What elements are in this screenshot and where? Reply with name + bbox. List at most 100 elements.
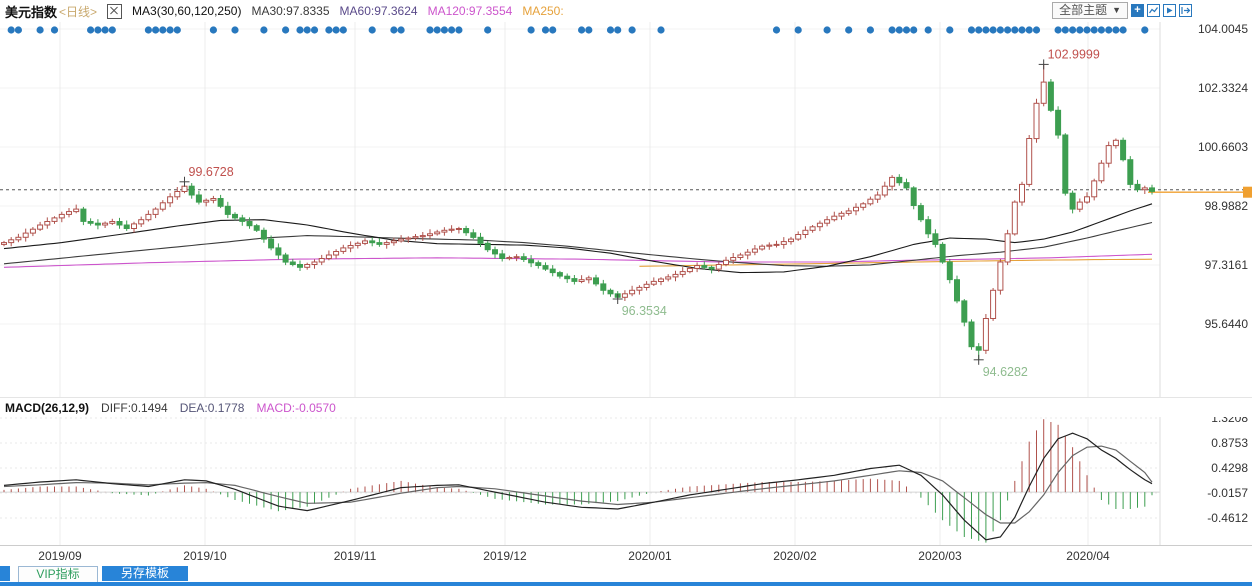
legend-bar: 美元指数 <日线> MA3(30,60,120,250) MA30:97.833… bbox=[0, 0, 1252, 22]
price-annotation: 94.6282 bbox=[983, 365, 1028, 379]
candle-body bbox=[123, 224, 130, 229]
candle-body bbox=[434, 231, 441, 235]
theme-dropdown-label: 全部主题 bbox=[1059, 3, 1108, 17]
candle-body bbox=[246, 221, 253, 227]
candle-body bbox=[853, 206, 859, 212]
candle-body bbox=[8, 239, 15, 244]
event-dot bbox=[1097, 26, 1105, 34]
candle-body bbox=[549, 268, 556, 274]
partial-tab[interactable] bbox=[0, 566, 10, 581]
event-dot bbox=[50, 26, 59, 34]
event-dot bbox=[585, 26, 593, 34]
candle-body bbox=[448, 228, 455, 231]
x-axis-label: 2019/12 bbox=[483, 549, 527, 563]
candle-body bbox=[1098, 162, 1105, 182]
event-dot bbox=[967, 26, 976, 34]
ma120-value: MA120:97.3554 bbox=[427, 4, 513, 18]
line-chart-icon[interactable] bbox=[1147, 4, 1160, 17]
candle-body bbox=[889, 176, 896, 187]
last-price-tag bbox=[1243, 186, 1252, 198]
candle-body bbox=[492, 249, 498, 255]
candle-body bbox=[333, 251, 340, 256]
candle-body bbox=[946, 261, 953, 281]
x-axis: 2019/09 2019/10 2019/11 2019/12 2020/01 2020/… bbox=[0, 545, 1252, 567]
candle-body bbox=[679, 271, 686, 275]
event-dot bbox=[144, 26, 152, 34]
candle-body bbox=[643, 283, 650, 288]
diff-line bbox=[3, 432, 1153, 541]
candle-body bbox=[1105, 145, 1112, 164]
event-dot bbox=[455, 26, 463, 34]
theme-dropdown[interactable]: 全部主题 ▼ bbox=[1052, 2, 1128, 19]
candle-body bbox=[463, 228, 470, 234]
ma60-value: MA60:97.3624 bbox=[339, 4, 418, 18]
play-icon[interactable] bbox=[1163, 4, 1176, 17]
event-dot bbox=[772, 26, 781, 34]
candle-body bbox=[961, 300, 968, 323]
candle-body bbox=[867, 198, 874, 205]
candle-body bbox=[715, 264, 722, 270]
candle-body bbox=[239, 217, 246, 222]
price-axis-label: 102.3324 bbox=[1198, 81, 1248, 95]
candle-body bbox=[520, 256, 527, 260]
ma-line-ma120 bbox=[3, 253, 1153, 268]
candle-body bbox=[109, 221, 116, 224]
candle-body bbox=[1, 242, 7, 245]
event-dot bbox=[1032, 26, 1041, 34]
event-dot bbox=[982, 26, 990, 34]
event-dot bbox=[823, 26, 831, 34]
candle-body bbox=[1026, 138, 1033, 185]
tab-bar-underline bbox=[0, 582, 1252, 586]
event-dot bbox=[1011, 26, 1019, 34]
toolbar: 全部主题 ▼ + bbox=[1052, 2, 1192, 19]
period-label[interactable]: <日线> bbox=[59, 4, 98, 19]
candle-body bbox=[87, 221, 94, 224]
price-axis-label: 98.9882 bbox=[1205, 199, 1249, 213]
event-dot bbox=[14, 26, 22, 34]
candle-body bbox=[289, 261, 296, 265]
candle-body bbox=[210, 198, 217, 201]
popout-icon[interactable] bbox=[1179, 4, 1192, 17]
candle-body bbox=[325, 254, 332, 259]
candle-body bbox=[275, 247, 282, 256]
event-dot bbox=[339, 26, 347, 34]
price-chart[interactable]: 99.6728 102.9999 96.3534 94.6282 104.0045 102… bbox=[0, 22, 1252, 397]
candle-body bbox=[672, 273, 679, 278]
candle-body bbox=[860, 203, 867, 208]
candle-body bbox=[484, 242, 491, 251]
event-dot bbox=[325, 26, 333, 34]
candle-body bbox=[1076, 201, 1083, 210]
tab-save-template[interactable]: 另存模板 bbox=[102, 566, 188, 581]
macd-chart[interactable]: 1.3208 0.8753 0.4298 -0.0157 -0.4612 bbox=[0, 417, 1252, 545]
event-dot bbox=[1119, 26, 1127, 34]
candle-body bbox=[44, 221, 51, 226]
candle-body bbox=[990, 289, 997, 319]
candle-body bbox=[831, 215, 838, 221]
candle-body bbox=[535, 262, 542, 266]
candle-body bbox=[362, 240, 368, 244]
event-dot bbox=[527, 26, 535, 34]
event-dot bbox=[845, 26, 853, 34]
candle-body bbox=[195, 194, 202, 203]
dea-line bbox=[3, 445, 1153, 524]
tab-vip-indicators[interactable]: VIP指标 bbox=[18, 566, 98, 583]
candle-body bbox=[499, 253, 506, 259]
indicator-close-icon[interactable] bbox=[107, 3, 123, 19]
event-dot bbox=[606, 26, 615, 34]
macd-axis-label: 0.8753 bbox=[1211, 436, 1248, 450]
event-dot bbox=[159, 26, 167, 34]
candle-body bbox=[1149, 187, 1155, 192]
candle-body bbox=[744, 251, 751, 256]
candle-body bbox=[217, 198, 224, 207]
candle-body bbox=[116, 221, 123, 226]
candle-body bbox=[910, 187, 917, 206]
candle-body bbox=[1069, 192, 1076, 210]
macd-macd-value: MACD:-0.0570 bbox=[256, 401, 336, 415]
event-dot bbox=[1090, 26, 1098, 34]
event-dot bbox=[975, 26, 983, 34]
candle-body bbox=[37, 224, 44, 230]
add-icon[interactable]: + bbox=[1131, 4, 1144, 17]
candle-body bbox=[167, 196, 174, 204]
candle-body bbox=[102, 222, 109, 226]
event-dot bbox=[888, 26, 896, 34]
